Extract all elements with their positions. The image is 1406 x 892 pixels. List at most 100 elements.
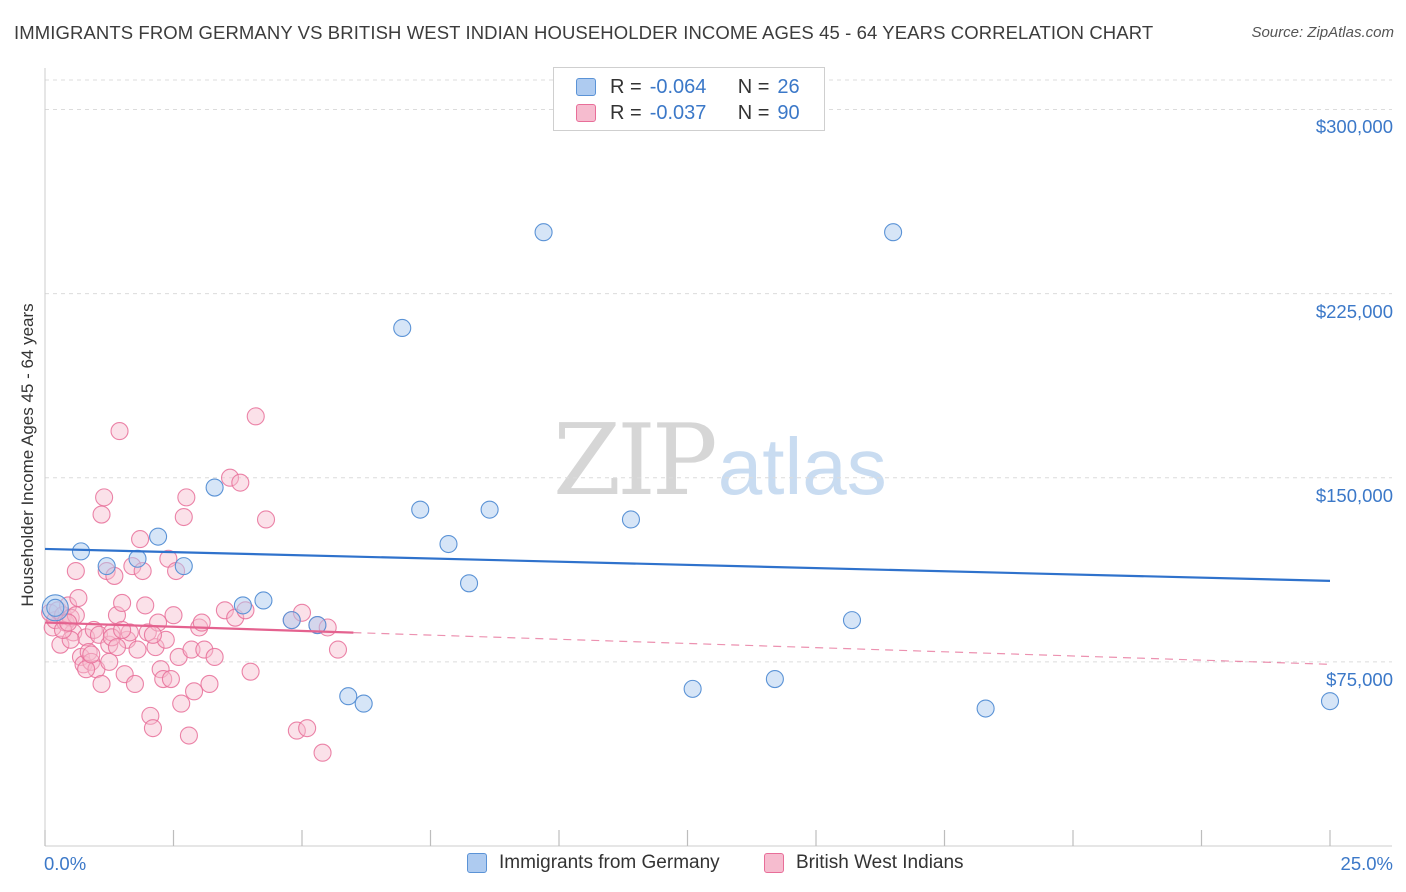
germany-legend-swatch: [467, 853, 487, 873]
legend-n-label: N =: [737, 101, 770, 124]
bwi-point: [179, 726, 198, 745]
bwi-legend-label: British West Indians: [796, 852, 964, 873]
germany-point: [621, 510, 641, 529]
germany-point: [1320, 692, 1340, 711]
y-tick-label: $225,000: [1315, 300, 1393, 322]
legend-r-label: R =: [610, 101, 642, 124]
y-axis-label: Householder Income Ages 45 - 64 years: [18, 303, 37, 607]
bwi-point: [328, 640, 348, 659]
x-tick-label-min: 0.0%: [44, 853, 87, 874]
axes: [44, 68, 1392, 847]
chart-title: IMMIGRANTS FROM GERMANY VS BRITISH WEST …: [14, 22, 1154, 43]
bwi-point: [51, 635, 70, 654]
bwi-point: [205, 647, 224, 667]
bwi-point: [195, 640, 214, 659]
bwi-point: [256, 510, 276, 529]
bwi-point: [84, 620, 103, 639]
germany-point: [411, 500, 430, 519]
bwi-point: [102, 628, 121, 647]
correlation-legend: R = -0.064 N = 26 R = -0.037 N = 90: [553, 67, 825, 131]
bwi-point: [110, 422, 129, 441]
bwi-point: [95, 488, 114, 507]
bwi-point: [82, 645, 101, 664]
germany-swatch: [576, 78, 596, 96]
germany-point: [205, 478, 224, 497]
germany-point: [765, 670, 784, 689]
germany-point: [128, 549, 147, 568]
bwi-point: [136, 596, 155, 615]
germany-point: [339, 687, 358, 706]
bwi-point: [231, 473, 250, 492]
bwi-point: [128, 640, 147, 659]
bwi-point: [131, 530, 150, 549]
bwi-point: [172, 694, 191, 713]
germany-point: [308, 615, 327, 635]
bwi-point: [313, 743, 332, 762]
bwi-point: [107, 638, 127, 657]
y-tick-label: $150,000: [1315, 484, 1393, 506]
bwi-trend-extension: [353, 632, 1331, 665]
bwi-point: [220, 468, 240, 487]
germany-point: [393, 318, 412, 338]
germany-point: [233, 596, 252, 615]
y-tick-label: $75,000: [1326, 668, 1393, 690]
legend-r-label: R =: [610, 75, 642, 98]
bwi-point: [200, 674, 219, 694]
bwi-point: [69, 588, 88, 608]
bwi-points: [41, 407, 348, 762]
x-tick-label-max: 25.0%: [1340, 853, 1393, 874]
germany-point: [97, 557, 116, 576]
bwi-point: [92, 674, 111, 694]
bwi-n-value: 90: [777, 101, 800, 124]
watermark-atlas: atlas: [717, 422, 887, 511]
germany-point: [46, 598, 65, 617]
germany-point: [354, 694, 373, 713]
bwi-point: [61, 630, 80, 649]
bwi-trend-line: [44, 621, 354, 634]
bwi-point: [66, 561, 85, 581]
germany-legend-label: Immigrants from Germany: [499, 852, 720, 873]
bwi-point: [182, 640, 201, 659]
bwi-point: [246, 407, 265, 426]
germany-point: [480, 500, 499, 519]
bwi-point: [298, 719, 317, 738]
bwi-r-value: -0.037: [649, 101, 707, 124]
bwi-point: [100, 652, 119, 671]
bwi-point: [161, 670, 180, 689]
germany-points: [41, 223, 1340, 718]
germany-point: [884, 223, 903, 242]
y-tick-label: $300,000: [1315, 116, 1393, 138]
germany-point: [534, 223, 553, 242]
bwi-point: [125, 674, 144, 694]
germany-point: [459, 574, 479, 593]
bwi-point: [174, 507, 193, 527]
germany-trend-line: [44, 547, 1331, 582]
bwi-point: [143, 625, 162, 644]
watermark: ZIPatlas: [553, 404, 887, 518]
germany-r-value: -0.064: [649, 75, 707, 98]
germany-point: [976, 699, 995, 718]
legend-row-bwi: R = -0.037 N = 90: [576, 100, 800, 126]
germany-point: [842, 611, 862, 630]
germany-point: [174, 557, 193, 576]
bwi-point: [215, 601, 234, 620]
germany-point: [149, 527, 168, 546]
germany-point: [282, 611, 301, 630]
bwi-point: [177, 488, 196, 507]
trend-lines: [44, 547, 1331, 665]
bwi-point: [143, 719, 162, 738]
watermark-zip: ZIP: [553, 404, 718, 518]
legend-row-germany: R = -0.064 N = 26: [576, 74, 800, 100]
bwi-point: [241, 662, 260, 681]
germany-point: [71, 542, 91, 561]
bwi-point: [154, 670, 173, 689]
grid-lines: [45, 79, 1392, 663]
legend-n-label: N =: [737, 75, 770, 98]
germany-n-value: 26: [777, 75, 800, 98]
bwi-point: [92, 505, 111, 524]
germany-point: [254, 591, 273, 610]
bwi-legend-swatch: [764, 853, 784, 873]
source-note: Source: ZipAtlas.com: [1251, 24, 1394, 41]
germany-point: [683, 679, 702, 698]
